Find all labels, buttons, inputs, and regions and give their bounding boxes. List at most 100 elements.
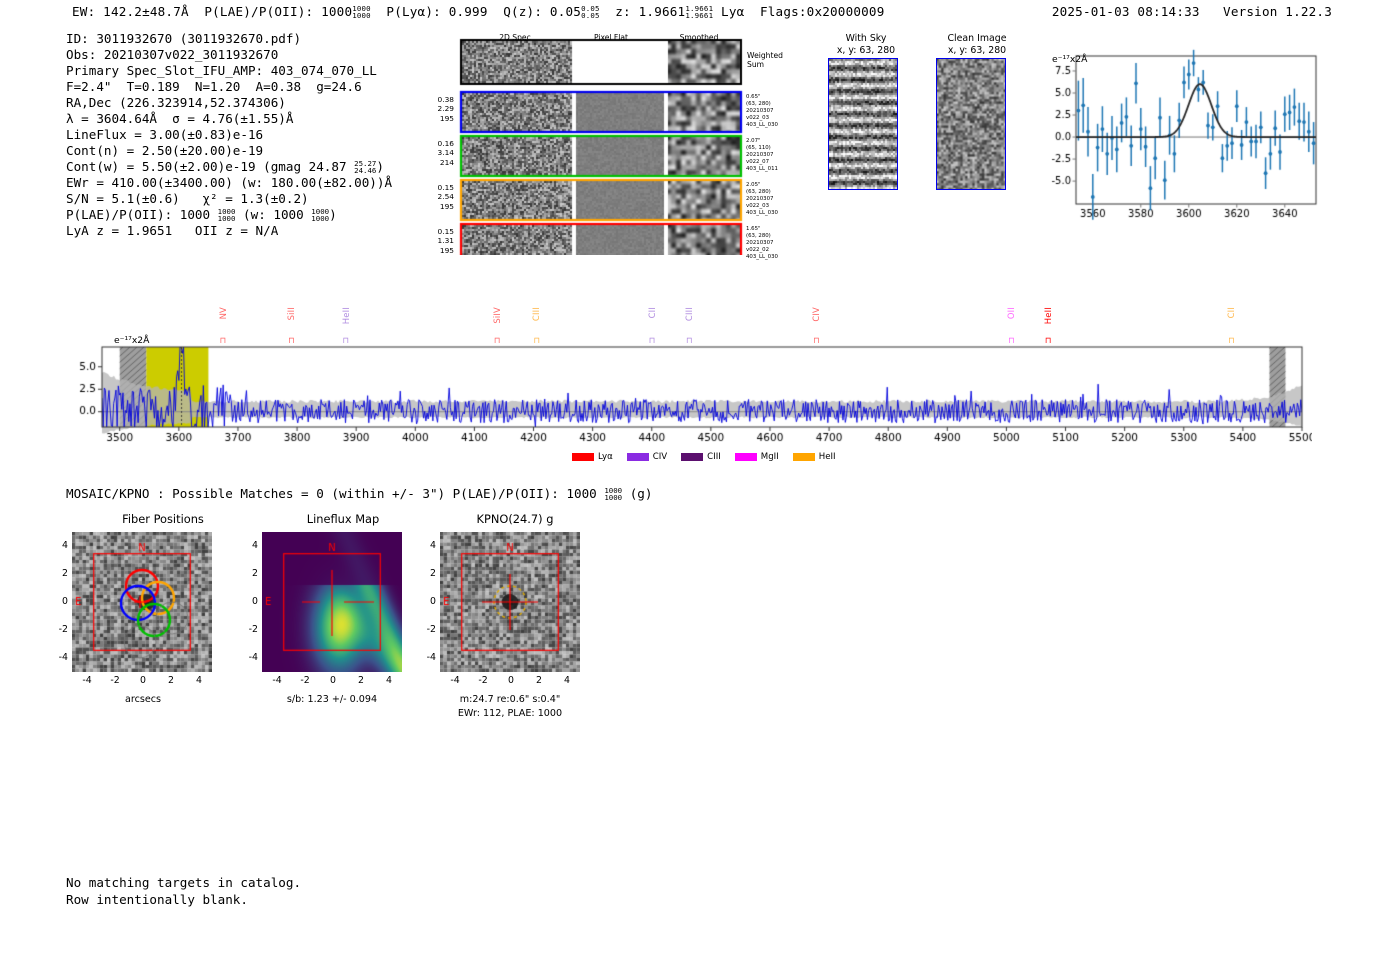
mosaic-panel-2-ytick-0: 4 — [430, 540, 436, 551]
twod-spec-cutout-panel: 2D Spec Pixel Flat Smoothed WeightedSum … — [432, 33, 783, 260]
full-spectrum-canvas — [62, 305, 1312, 470]
mosaic-panel-2-xtick-3: 2 — [536, 675, 542, 686]
info-ewr: EWr = 410.00(±3400.00) (w: 180.00(±82.00… — [66, 175, 393, 190]
report-datetime: 2025-01-03 08:14:33 — [1051, 4, 1200, 19]
emission-line-tick-heii-9: ⊓ — [1044, 335, 1052, 345]
footer-line-2: Row intentionally blank. — [66, 891, 248, 907]
emission-line-tick-heii-2: ⊓ — [342, 335, 350, 345]
info-radec: RA,Dec (226.323914,52.374306) — [66, 95, 286, 110]
legend-swatch-mgii — [734, 453, 757, 461]
info-lambda: λ = 3604.64Å σ = 4.76(±1.55)Å — [66, 111, 294, 126]
z-value: 1.9661 — [638, 4, 686, 19]
mosaic-panel-0-xtick-0: -4 — [82, 675, 92, 686]
emission-line-tick-siiv-3: ⊓ — [493, 335, 501, 345]
info-obs: Obs: 20210307v022_3011932670 — [66, 47, 279, 62]
z-range: 1.9661 1.9661 — [685, 3, 714, 21]
with-sky-title: With Sky x, y: 63, 280 — [836, 33, 896, 56]
plya-label: P(Lyα): — [386, 4, 441, 19]
fiber-1-stats: 0.38 2.29 195 — [437, 95, 454, 123]
legend-item-heii: HeII — [792, 452, 836, 462]
legend-swatch-civ — [626, 453, 649, 461]
legend-label-mgii: MgII — [760, 452, 779, 462]
fiber-1-meta: 0.65" (63, 280) 20210307 v022_03 403_LL_030 — [746, 94, 778, 129]
ew-value: 142.2±48.7Å — [103, 4, 189, 19]
emission-line-tick-cii-5: ⊓ — [648, 335, 656, 345]
mosaic-panel-0-ytick-2: 0 — [62, 596, 68, 607]
z-label: z: — [615, 4, 631, 19]
mosaic-panel-2-xtick-1: -2 — [478, 675, 488, 686]
legend-swatch-lyα — [572, 453, 594, 461]
fiber-2-stats: 0.16 3.14 214 — [437, 139, 454, 167]
mosaic-panel-1-xtick-4: 4 — [386, 675, 392, 686]
plya-value: 0.999 — [448, 4, 488, 19]
legend-label-heii: HeII — [818, 452, 836, 462]
ew-label: EW: — [72, 4, 96, 19]
info-redshifts: LyA z = 1.9651 OII z = N/A — [66, 223, 279, 238]
emission-line-tick-ciii-6: ⊓ — [685, 335, 693, 345]
mosaic-panel-2-ytick-3: -2 — [426, 624, 436, 635]
qz-label: Q(z): — [503, 4, 543, 19]
mosaic-panel-0-ytick-4: -4 — [58, 652, 68, 663]
info-sn-chi2: S/N = 5.1(±0.6) χ² = 1.3(±0.2) — [66, 191, 309, 206]
plae-label: P(LAE)/P(OII): — [204, 4, 314, 19]
emission-line-label-heii-9: HeII — [1042, 307, 1053, 325]
emission-line-tick-siii-1: ⊓ — [288, 335, 295, 345]
fiber-4-stats: 0.15 1.31 195 — [437, 227, 454, 255]
info-lineflux: LineFlux = 3.00(±0.83)e-16 — [66, 127, 264, 142]
plae-range: 1000 1000 — [352, 3, 371, 21]
mosaic-panel-0-ytick-3: -2 — [58, 624, 68, 635]
mosaic-panel-2-ytick-4: -4 — [426, 652, 436, 663]
mosaic-panel-0-xtick-3: 2 — [168, 675, 174, 686]
mosaic-panel-1-xtick-1: -2 — [300, 675, 310, 686]
emission-line-tick-civ-7: ⊓ — [813, 335, 820, 345]
fiber-positions-image — [72, 532, 212, 672]
legend-label-civ: CIV — [652, 452, 668, 462]
header-summary-line: EW: 142.2±48.7Å P(LAE)/P(OII): 1000 1000 1… — [72, 4, 884, 20]
emission-line-label-heii-2: HeII — [340, 307, 351, 325]
panel-xlabel-arcsecs: arcsecs — [124, 694, 162, 705]
mosaic-header-line: MOSAIC/KPNO : Possible Matches = 0 (with… — [66, 485, 653, 503]
footer-line-1: No matching targets in catalog. — [66, 875, 302, 890]
mosaic-panel-2-ytick-1: 2 — [430, 568, 436, 579]
cutout-image-canvas — [432, 33, 752, 255]
fiber-3-meta: 2.05" (63, 280) 20210307 v022_03 403_LL_030 — [746, 182, 778, 217]
emission-line-label-siii-1: SiII — [286, 307, 297, 321]
panel-sub-kpno-2: EWr: 112, PLAE: 1000 — [457, 708, 563, 719]
line-fit-chart: e⁻¹⁷x2Å — [1032, 46, 1322, 241]
legend-label-lyα: Lyα — [598, 452, 613, 462]
legend-label-ciii: CIII — [707, 452, 721, 462]
mosaic-panel-1-ytick-2: 0 — [252, 596, 258, 607]
emission-line-label-cii-10: CII — [1226, 307, 1237, 319]
mosaic-panel-0-xtick-4: 4 — [196, 675, 202, 686]
lineflux-map-image — [262, 532, 402, 672]
legend-swatch-heii — [792, 453, 815, 461]
mosaic-plae-range: 1000 1000 — [604, 485, 623, 503]
emission-line-tick-oii-8: ⊓ — [1008, 335, 1015, 345]
mosaic-panel-0-xtick-1: -2 — [110, 675, 120, 686]
info-cont-w: Cont(w) = 5.50(±2.00)e-19 (gmag 24.87 25… — [66, 158, 384, 176]
legend-item-civ: CIV — [626, 452, 668, 462]
qz-value: 0.05 — [549, 4, 582, 19]
qz-range: 0.05 0.05 — [581, 3, 600, 21]
panel-title-lineflux-map: Lineflux Map — [306, 512, 380, 526]
legend-item-ciii: CIII — [681, 452, 721, 462]
emission-line-label-nv-0: NV — [217, 307, 228, 320]
kpno-image — [440, 532, 580, 672]
emission-line-label-ciii-4: CIII — [531, 307, 542, 322]
emission-line-tick-ciii-4: ⊓ — [533, 335, 541, 345]
panel-title-kpno: KPNO(24.7) g — [476, 512, 554, 526]
fiber-4-meta: 1.65" (63, 280) 20210307 v022_02 403_LL_030 — [746, 226, 778, 261]
legend-swatch-ciii — [681, 453, 704, 461]
weighted-sum-label: Weighted Sum — [747, 51, 783, 70]
emission-line-label-cii-5: CII — [646, 307, 657, 319]
info-plae: P(LAE)/P(OII): 1000 1000 1000 (w: 1000 10… — [66, 206, 337, 224]
info-cont-n: Cont(n) = 2.50(±20.00)e-19 — [66, 143, 264, 158]
panel-sub-kpno-1: m:24.7 re:0.6" s:0.4" — [459, 694, 561, 705]
info-spec-slot: Primary Spec_Slot_IFU_AMP: 403_074_070_L… — [66, 63, 377, 78]
mosaic-panel-1-ytick-4: -4 — [248, 652, 258, 663]
info-seeing: F=2.4" T=0.189 N=1.20 A=0.38 g=24.6 — [66, 79, 362, 94]
full-spectrum-units-label: e⁻¹⁷x2Å — [114, 335, 150, 346]
line-fit-units-label: e⁻¹⁷x2Å — [1052, 54, 1088, 65]
detection-info-block: ID: 3011932670 (3011932670.pdf) Obs: 202… — [66, 31, 392, 239]
emission-line-label-siiv-3: SiIV — [491, 307, 502, 324]
